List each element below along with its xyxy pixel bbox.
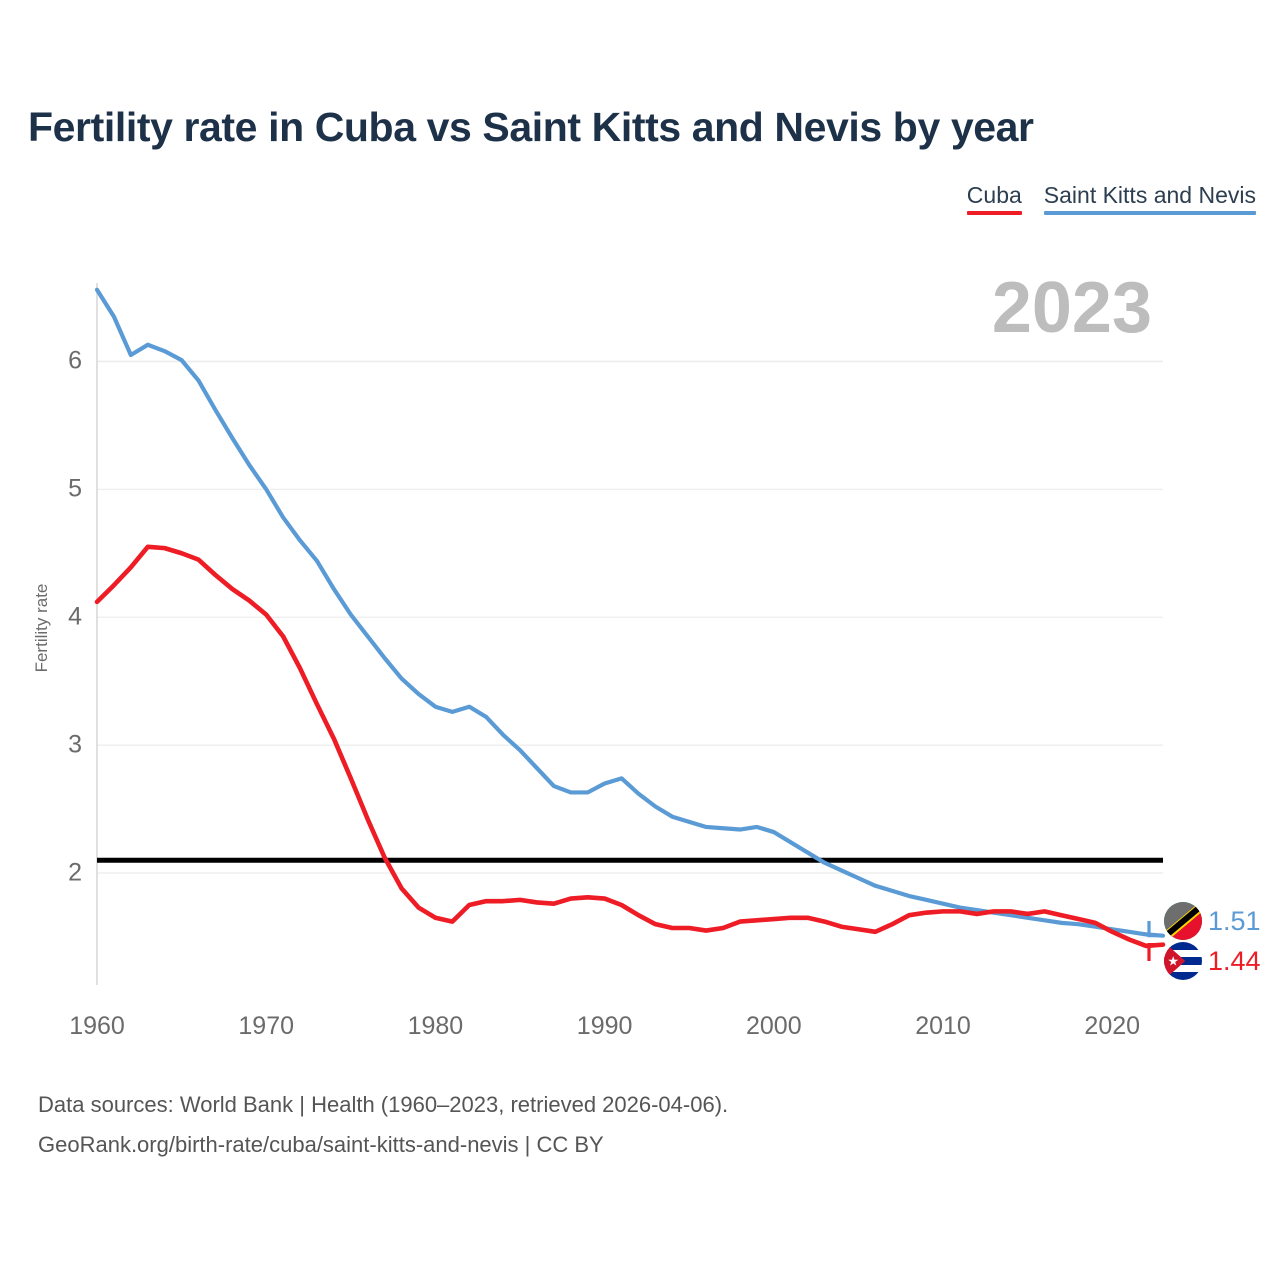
legend-item-cuba[interactable]: Cuba bbox=[966, 182, 1022, 215]
flag-stripe bbox=[1164, 972, 1202, 980]
legend-swatch-cuba bbox=[966, 211, 1022, 215]
y-tick-label: 4 bbox=[68, 602, 82, 631]
footer-line-sources: Data sources: World Bank | Health (1960–… bbox=[38, 1092, 729, 1117]
x-tick-label: 2020 bbox=[1084, 1012, 1141, 1040]
x-tick-label: 2010 bbox=[915, 1012, 971, 1040]
leader-line-cuba bbox=[1147, 943, 1163, 961]
page-title: Fertility rate in Cuba vs Saint Kitts an… bbox=[28, 104, 1034, 150]
x-tick-label: 1970 bbox=[238, 1012, 295, 1040]
saint-kitts-and-nevis-flag-icon bbox=[1164, 902, 1202, 940]
x-tick-label: 1960 bbox=[69, 1012, 125, 1040]
y-tick-label: 6 bbox=[68, 346, 82, 375]
cuba-flag-icon: ★ bbox=[1164, 942, 1202, 980]
y-axis-title: Fertility rate bbox=[32, 583, 51, 673]
legend-label-saint-kitts-and-nevis: Saint Kitts and Nevis bbox=[1043, 182, 1256, 208]
legend-swatch-saint-kitts-and-nevis bbox=[1043, 211, 1256, 215]
end-marker-cuba: ★ 1.44 bbox=[1164, 942, 1261, 980]
legend-label-cuba: Cuba bbox=[966, 182, 1022, 208]
y-tick-label: 2 bbox=[68, 858, 82, 887]
y-tick-label: 3 bbox=[68, 730, 82, 759]
legend-item-saint-kitts-and-nevis[interactable]: Saint Kitts and Nevis bbox=[1043, 182, 1256, 215]
series-line-cuba bbox=[94, 544, 1166, 949]
end-value-saint-kitts-and-nevis: 1.51 bbox=[1208, 905, 1261, 936]
x-tick-label: 1990 bbox=[576, 1012, 633, 1040]
x-tick-label: 2000 bbox=[746, 1012, 802, 1040]
gridlines bbox=[97, 360, 1163, 874]
series-line-saint-kitts-and-nevis bbox=[94, 287, 1166, 938]
y-tick-label: 5 bbox=[68, 474, 82, 503]
chart-legend: Cuba Saint Kitts and Nevis bbox=[966, 182, 1256, 215]
footer-line-attribution: GeoRank.org/birth-rate/cuba/saint-kitts-… bbox=[38, 1132, 604, 1157]
flag-stripe bbox=[1164, 942, 1202, 950]
flag-star: ★ bbox=[1167, 953, 1180, 969]
x-tick-label: 1980 bbox=[407, 1012, 464, 1040]
year-watermark: 2023 bbox=[991, 268, 1152, 348]
end-marker-saint-kitts-and-nevis: 1.51 bbox=[1164, 902, 1261, 940]
footer: Data sources: World Bank | Health (1960–… bbox=[38, 1085, 728, 1165]
leader-line-saint-kitts-and-nevis bbox=[1147, 921, 1163, 938]
end-value-cuba: 1.44 bbox=[1208, 945, 1261, 976]
